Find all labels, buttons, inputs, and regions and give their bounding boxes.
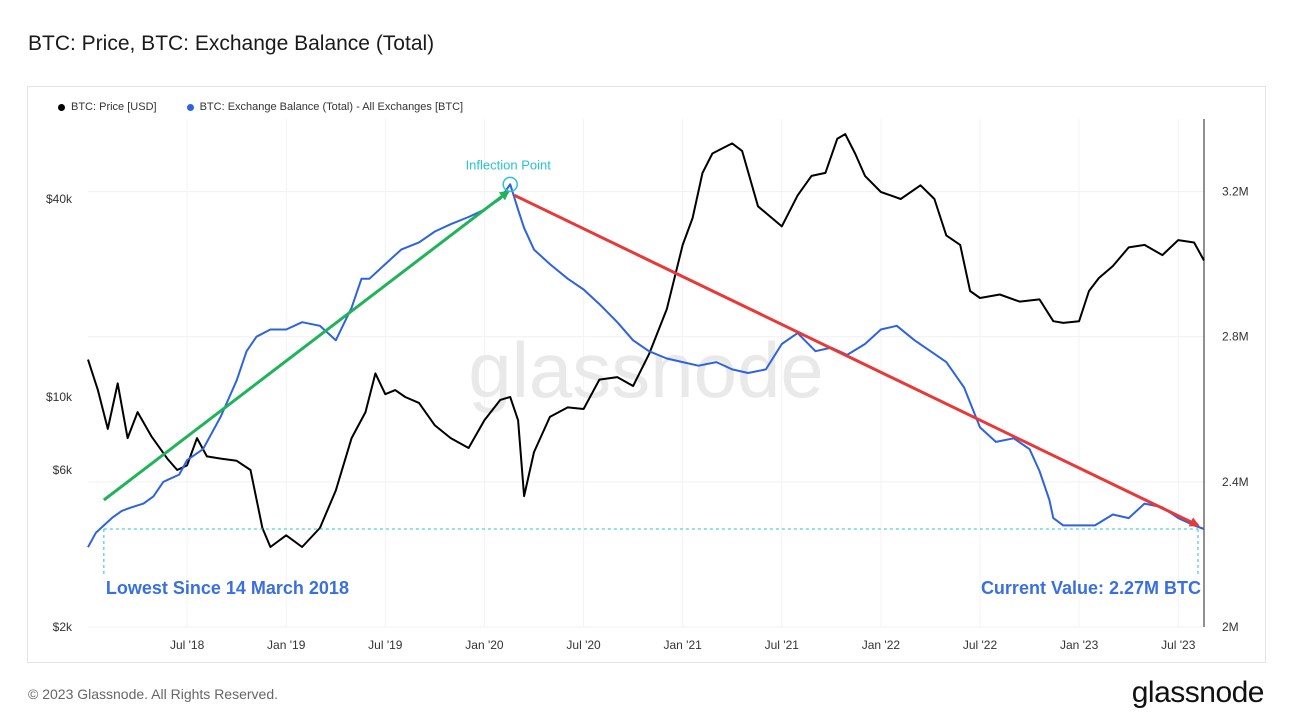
x-axis-tick-label: Jul '18 (170, 638, 205, 652)
red-trend-arrow (513, 193, 1200, 527)
current-value-label: Current Value: 2.27M BTC (981, 578, 1201, 598)
x-axis-tick-label: Jan '23 (1060, 638, 1099, 652)
legend-label-price: BTC: Price [USD] (71, 101, 157, 113)
watermark-text: glassnode (468, 326, 824, 414)
right-axis-tick-label: 2M (1222, 620, 1239, 634)
x-axis-tick-label: Jan '22 (862, 638, 901, 652)
legend-item-price[interactable]: BTC: Price [USD] (58, 101, 157, 113)
legend-item-balance[interactable]: BTC: Exchange Balance (Total) - All Exch… (186, 101, 464, 113)
copyright-text: © 2023 Glassnode. All Rights Reserved. (28, 686, 279, 702)
chart-svg: glassnode $2k $6k $10k $40k 2M 2.4M 2.8M 3.2M Jul… (46, 119, 1249, 652)
legend-dot-price (58, 103, 65, 111)
right-axis-tick-label: 2.8M (1222, 330, 1249, 344)
left-axis-tick-label: $40k (46, 192, 73, 206)
left-axis-tick-label: $10k (46, 390, 73, 404)
chart-legend: BTC: Price [USD] BTC: Exchange Balance (… (58, 101, 463, 113)
right-axis-tick-label: 2.4M (1222, 475, 1249, 489)
x-axis-tick-label: Jul '22 (963, 638, 998, 652)
inflection-label: Inflection Point (466, 157, 552, 172)
inflection-circle (502, 176, 518, 193)
x-axis-tick-label: Jan '19 (267, 638, 306, 652)
x-axis-tick-label: Jan '20 (465, 638, 504, 652)
x-axis-tick-label: Jul '20 (566, 638, 601, 652)
x-axis-tick-label: Jul '23 (1161, 638, 1196, 652)
lowest-since-label: Lowest Since 14 March 2018 (106, 578, 349, 598)
green-trend-arrow (102, 190, 510, 502)
x-axis-tick-label: Jul '19 (368, 638, 403, 652)
brand-logo[interactable]: glassnode (1131, 676, 1265, 709)
x-axis-tick-label: Jul '21 (765, 638, 800, 652)
left-axis-tick-label: $2k (53, 620, 73, 634)
chart-card: BTC: Price [USD] BTC: Exchange Balance (… (27, 86, 1266, 663)
page-title: BTC: Price, BTC: Exchange Balance (Total… (28, 32, 435, 55)
legend-dot-balance (186, 103, 194, 111)
price-series-line (87, 133, 1205, 548)
x-axis-tick-label: Jan '21 (664, 638, 703, 652)
left-axis-tick-label: $6k (53, 463, 73, 477)
legend-label-balance: BTC: Exchange Balance (Total) - All Exch… (199, 101, 464, 113)
right-axis-tick-label: 3.2M (1222, 185, 1249, 199)
